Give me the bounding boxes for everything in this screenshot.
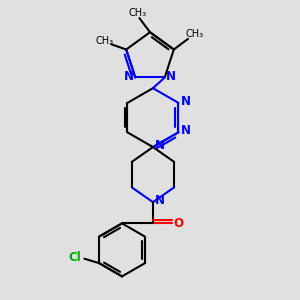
- Text: CH₃: CH₃: [129, 8, 147, 18]
- Text: O: O: [174, 217, 184, 230]
- Text: Cl: Cl: [69, 251, 81, 264]
- Text: CH₃: CH₃: [185, 29, 203, 40]
- Text: N: N: [181, 95, 191, 108]
- Text: N: N: [155, 194, 165, 207]
- Text: N: N: [181, 124, 191, 137]
- Text: CH₃: CH₃: [96, 36, 114, 46]
- Text: N: N: [166, 70, 176, 83]
- Text: N: N: [155, 139, 165, 152]
- Text: N: N: [124, 70, 134, 83]
